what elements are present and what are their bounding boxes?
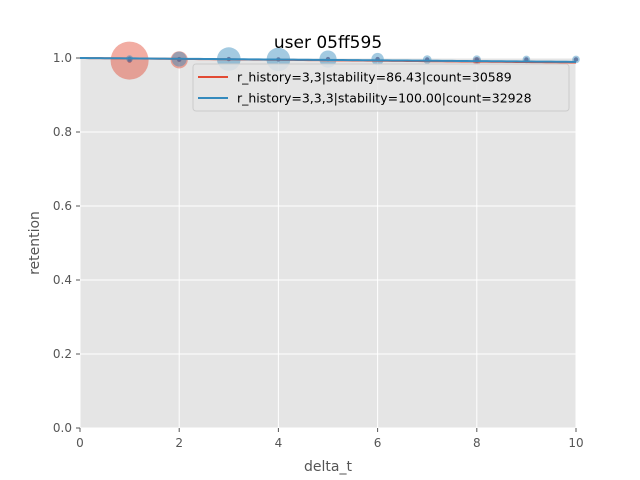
fitted-curves bbox=[79, 57, 577, 64]
x-tick-label: 10 bbox=[568, 436, 583, 450]
x-tick-label: 2 bbox=[175, 436, 183, 450]
y-tick-label: 0.4 bbox=[53, 273, 72, 287]
y-tick-label: 0.0 bbox=[53, 421, 72, 435]
y-axis-label: retention bbox=[27, 211, 43, 275]
legend: r_history=3,3|stability=86.43|count=3058… bbox=[192, 63, 570, 112]
series-2-curve bbox=[79, 57, 577, 63]
legend-label-series-1: r_history=3,3|stability=86.43|count=3058… bbox=[237, 70, 512, 85]
series-2-point-center bbox=[573, 57, 579, 62]
y-tick-label: 0.8 bbox=[53, 125, 72, 139]
x-tick-label: 0 bbox=[76, 436, 84, 450]
plot-background bbox=[80, 58, 576, 428]
legend-box bbox=[192, 63, 570, 112]
chart-title: user 05ff595 bbox=[274, 33, 382, 53]
y-tick-label: 1.0 bbox=[53, 51, 72, 65]
y-tick-label: 0.2 bbox=[53, 347, 72, 361]
legend-label-series-2: r_history=3,3,3|stability=100.00|count=3… bbox=[237, 91, 532, 106]
x-tick-label: 8 bbox=[473, 436, 481, 450]
x-axis-ticks: 0 2 4 6 8 10 bbox=[76, 428, 584, 450]
x-tick-label: 6 bbox=[374, 436, 382, 450]
y-axis-ticks: 0.0 0.2 0.4 0.6 0.8 1.0 bbox=[53, 51, 80, 435]
x-tick-label: 4 bbox=[275, 436, 283, 450]
y-tick-label: 0.6 bbox=[53, 199, 72, 213]
x-axis-label: delta_t bbox=[304, 459, 352, 475]
